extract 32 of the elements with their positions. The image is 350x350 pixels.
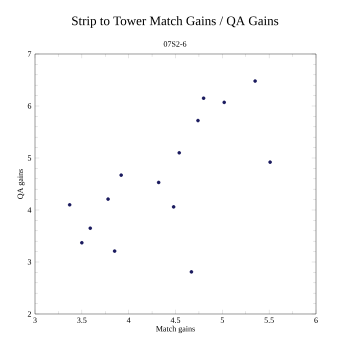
x-tick-label: 3 [33,318,37,323]
chart-title: Strip to Tower Match Gains / QA Gains [72,16,278,28]
point [172,205,176,209]
point [88,226,92,230]
x-tick-label: 5 [220,318,224,323]
x-tick-label: 4 [126,318,131,323]
point [196,118,200,122]
y-axis-title: QA gains [18,169,25,199]
x-axis-title: Match gains [156,326,195,334]
point [106,197,110,201]
y-tick-label: 2 [28,311,32,317]
point [80,240,84,245]
y-tick-label: 6 [28,103,32,109]
x-tick-label: 6 [314,318,318,323]
y-tick-label: 3 [28,259,32,265]
point [190,270,194,274]
point [268,160,272,164]
point [222,100,226,104]
y-tick-label: 4 [28,207,32,213]
point [177,151,182,155]
point [253,79,257,83]
y-tick-label: 7 [28,51,32,57]
y-tick-label: 5 [28,155,32,161]
point [202,96,206,100]
point [156,180,160,184]
point [112,249,116,253]
chart-subtitle: 07S2-6 [164,41,186,47]
x-tick-label: 4.5 [170,318,180,323]
point [68,203,72,207]
x-tick-label: 5.5 [264,318,274,323]
point [119,173,123,177]
x-tick-label: 3.5 [77,318,87,323]
